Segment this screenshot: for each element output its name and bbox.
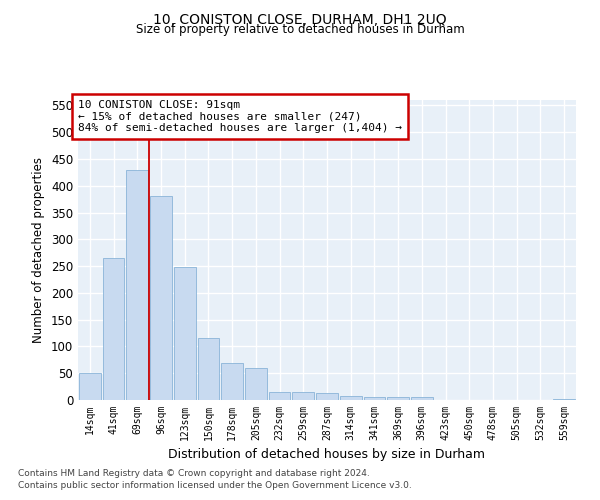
Text: Size of property relative to detached houses in Durham: Size of property relative to detached ho… — [136, 22, 464, 36]
Bar — [340, 396, 362, 400]
Bar — [221, 362, 243, 400]
Bar — [150, 196, 172, 400]
Bar — [127, 170, 148, 400]
Text: Contains HM Land Registry data © Crown copyright and database right 2024.: Contains HM Land Registry data © Crown c… — [18, 468, 370, 477]
Bar — [411, 397, 433, 400]
Text: Contains public sector information licensed under the Open Government Licence v3: Contains public sector information licen… — [18, 481, 412, 490]
Bar — [387, 398, 409, 400]
Bar — [553, 399, 575, 400]
Bar — [269, 392, 290, 400]
X-axis label: Distribution of detached houses by size in Durham: Distribution of detached houses by size … — [169, 448, 485, 462]
Bar — [174, 267, 196, 400]
Bar — [79, 373, 101, 400]
Bar — [364, 398, 385, 400]
Text: 10 CONISTON CLOSE: 91sqm
← 15% of detached houses are smaller (247)
84% of semi-: 10 CONISTON CLOSE: 91sqm ← 15% of detach… — [78, 100, 402, 133]
Bar — [245, 368, 267, 400]
Bar — [103, 258, 124, 400]
Y-axis label: Number of detached properties: Number of detached properties — [32, 157, 46, 343]
Bar — [292, 392, 314, 400]
Text: 10, CONISTON CLOSE, DURHAM, DH1 2UQ: 10, CONISTON CLOSE, DURHAM, DH1 2UQ — [153, 12, 447, 26]
Bar — [197, 338, 220, 400]
Bar — [316, 393, 338, 400]
